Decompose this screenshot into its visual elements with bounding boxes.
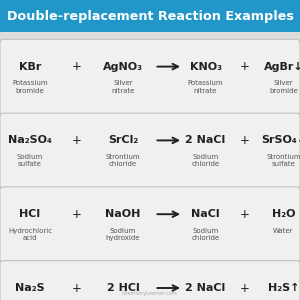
Text: +: + [72, 134, 81, 147]
FancyBboxPatch shape [0, 261, 300, 300]
Text: KNO₃: KNO₃ [190, 61, 221, 72]
FancyBboxPatch shape [0, 187, 300, 262]
Text: +: + [240, 134, 249, 147]
Text: Silver
bromide: Silver bromide [269, 80, 298, 94]
Text: Double-replacement Reaction Examples: Double-replacement Reaction Examples [7, 10, 293, 22]
Text: Na₂S: Na₂S [15, 283, 45, 293]
Text: Sodium
hydroxide: Sodium hydroxide [106, 228, 140, 241]
FancyBboxPatch shape [0, 0, 300, 32]
Text: Strontium
chloride: Strontium chloride [106, 154, 140, 167]
Text: KBr: KBr [19, 61, 41, 72]
Text: +: + [240, 281, 249, 295]
Text: Sodium
chloride: Sodium chloride [191, 228, 220, 241]
Text: 2 HCl: 2 HCl [106, 283, 140, 293]
Text: SrCl₂: SrCl₂ [108, 135, 138, 146]
Text: NaOH: NaOH [105, 209, 141, 219]
Text: Na₂SO₄: Na₂SO₄ [8, 135, 52, 146]
Text: Hydrochloric
acid: Hydrochloric acid [8, 228, 52, 241]
Text: AgBr↓: AgBr↓ [264, 61, 300, 72]
Text: AgNO₃: AgNO₃ [103, 61, 143, 72]
Text: Strontium
sulfate: Strontium sulfate [266, 154, 300, 167]
Text: HCl: HCl [20, 209, 40, 219]
FancyBboxPatch shape [0, 113, 300, 189]
Text: +: + [72, 208, 81, 221]
Text: +: + [72, 281, 81, 295]
Text: H₂O: H₂O [272, 209, 295, 219]
Text: Sodium
sulfate: Sodium sulfate [17, 154, 43, 167]
Text: Potassium
bromide: Potassium bromide [12, 80, 48, 94]
Text: H₂S↑: H₂S↑ [268, 283, 299, 293]
Text: SrSO₄↓: SrSO₄↓ [261, 135, 300, 146]
Text: ChemistryLearner.com: ChemistryLearner.com [122, 291, 178, 296]
Text: Water: Water [273, 228, 294, 234]
Text: 2 NaCl: 2 NaCl [185, 135, 226, 146]
Text: Potassium
nitrate: Potassium nitrate [188, 80, 223, 94]
Text: Sodium
chloride: Sodium chloride [191, 154, 220, 167]
Text: +: + [240, 60, 249, 73]
Text: Silver
nitrate: Silver nitrate [111, 80, 135, 94]
FancyBboxPatch shape [0, 39, 300, 115]
Text: +: + [240, 208, 249, 221]
Text: +: + [72, 60, 81, 73]
Text: 2 NaCl: 2 NaCl [185, 283, 226, 293]
Text: NaCl: NaCl [191, 209, 220, 219]
